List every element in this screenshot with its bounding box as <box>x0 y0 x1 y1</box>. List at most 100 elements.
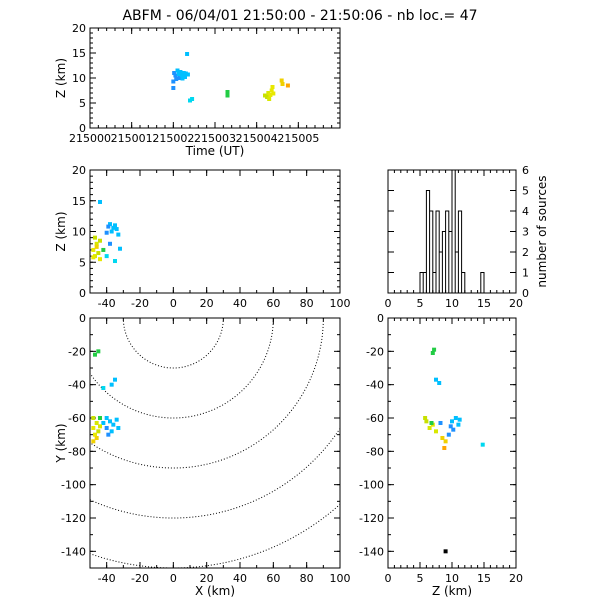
histogram-bar <box>423 273 426 294</box>
data-point <box>114 227 119 232</box>
x-tick-label: 0 <box>170 297 177 310</box>
x-tick-label: 40 <box>233 297 247 310</box>
x-tick-label: 20 <box>200 572 214 585</box>
data-point <box>423 416 428 420</box>
data-point <box>434 429 438 434</box>
plot-frame <box>89 317 341 569</box>
y-axis-label: Z (km) <box>54 211 68 251</box>
y-tick-label: 0 <box>79 287 86 300</box>
data-point <box>118 246 122 251</box>
zy-panel: 0 5 10 15 20 -140 -120 -100 -80 -60 -40 -20 0 Z (km) <box>359 312 523 598</box>
x-tick-label: 0 <box>170 572 177 585</box>
data-point <box>94 436 99 440</box>
y-tick-label: 3 <box>522 226 529 239</box>
data-point <box>113 259 117 264</box>
data-point <box>179 73 184 77</box>
data-point <box>108 222 112 227</box>
data-point <box>96 429 101 434</box>
histogram-bar <box>462 273 465 294</box>
y-tick-label: 0 <box>522 287 529 300</box>
data-point <box>174 77 179 81</box>
data-point <box>280 82 285 86</box>
data-point <box>101 247 106 252</box>
data-point <box>446 432 451 437</box>
histogram-bar <box>433 273 436 294</box>
y-tick-label: -140 <box>61 545 86 558</box>
data-point <box>225 93 230 98</box>
data-point <box>173 73 178 78</box>
histogram-bar <box>458 211 461 293</box>
y-tick-label: 1 <box>522 267 529 280</box>
histogram-bar <box>481 273 484 294</box>
data-point <box>185 72 190 77</box>
data-point <box>450 419 454 424</box>
y-tick-label: -60 <box>366 412 384 425</box>
data-point <box>443 439 448 444</box>
data-point <box>188 98 192 103</box>
figure-title: ABFM - 06/04/01 21:50:00 - 21:50:06 - nb… <box>122 8 477 24</box>
data-point <box>266 91 271 95</box>
x-tick-label: 10 <box>445 297 459 310</box>
y-tick-label: 10 <box>72 72 86 85</box>
data-point <box>190 97 195 101</box>
x-tick-label: 100 <box>330 297 351 310</box>
data-point <box>172 71 177 75</box>
data-point <box>101 386 106 390</box>
x-tick-label: 215001 <box>111 132 153 145</box>
data-point <box>443 549 448 554</box>
x-tick-label: 100 <box>330 572 351 585</box>
histogram-bar <box>439 252 442 293</box>
data-point <box>175 68 180 73</box>
x-axis-label: Z (km) <box>432 584 472 598</box>
data-point <box>91 247 96 252</box>
y-tick-label: 5 <box>79 256 86 269</box>
x-tick-label: 80 <box>300 572 314 585</box>
data-point <box>101 421 106 425</box>
y-tick-label: -100 <box>61 479 86 492</box>
plot-frame <box>89 169 341 294</box>
data-point <box>91 416 96 420</box>
range-ring <box>90 318 274 419</box>
data-point <box>171 79 176 84</box>
data-point <box>113 223 117 228</box>
y-tick-label: 5 <box>79 97 86 110</box>
x-tick-label: -40 <box>98 297 116 310</box>
data-point <box>91 439 96 444</box>
x-tick-label: 215005 <box>277 132 319 145</box>
data-point <box>453 416 458 420</box>
data-point <box>430 351 435 355</box>
data-point <box>98 416 102 420</box>
data-point <box>177 76 182 80</box>
y-tick-label: -40 <box>68 379 86 392</box>
data-point <box>108 241 112 246</box>
x-tick-label: 5 <box>417 572 424 585</box>
data-point <box>94 241 99 246</box>
data-point <box>183 71 188 76</box>
range-ring <box>122 318 224 369</box>
x-tick-label: 10 <box>445 572 459 585</box>
y-tick-label: 0 <box>79 122 86 135</box>
data-point <box>96 251 101 256</box>
data-point <box>456 422 461 427</box>
data-point <box>442 446 447 450</box>
data-point <box>93 235 97 240</box>
x-tick-label: 215004 <box>236 132 278 145</box>
data-point <box>279 78 284 83</box>
y-tick-label: 2 <box>522 246 529 259</box>
histogram-bar <box>442 232 445 294</box>
x-tick-label: 15 <box>477 572 491 585</box>
data-point <box>171 86 176 90</box>
histogram-bar <box>420 273 423 294</box>
data-point <box>104 416 109 420</box>
data-point <box>111 225 116 230</box>
plot-frame <box>89 27 341 129</box>
data-point <box>93 352 97 357</box>
data-point <box>181 71 186 75</box>
histogram-bar <box>452 170 455 293</box>
data-point <box>270 85 275 89</box>
data-point <box>98 424 102 429</box>
x-tick-label: 20 <box>200 297 214 310</box>
data-point <box>98 238 102 243</box>
y-tick-label: -40 <box>366 379 384 392</box>
